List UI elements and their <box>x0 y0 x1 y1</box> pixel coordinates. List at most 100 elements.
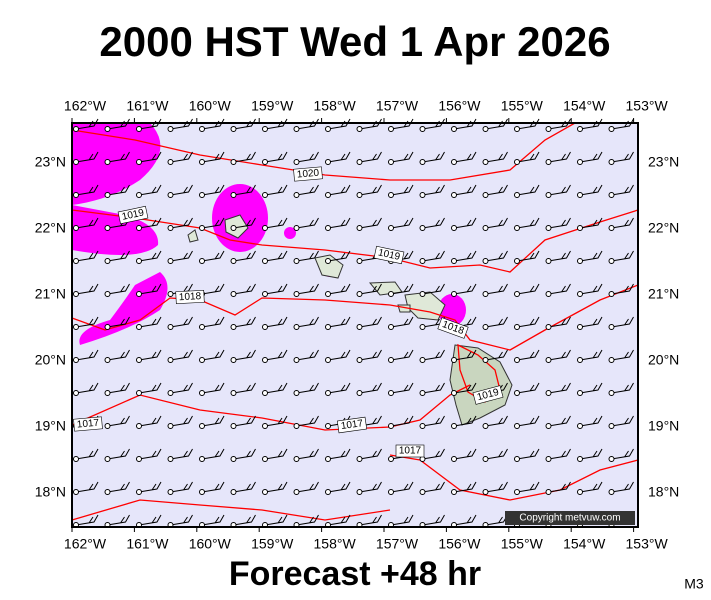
wind-barb <box>199 151 225 165</box>
barb-shaft <box>138 514 162 526</box>
wind-barb <box>608 316 634 330</box>
barb-station <box>262 258 268 264</box>
wind-barb <box>262 382 288 396</box>
barb-station <box>356 192 363 198</box>
isobar-label-box <box>175 289 205 305</box>
barb-shaft <box>485 481 508 493</box>
barb-station <box>230 423 237 429</box>
wind-barb <box>325 217 351 231</box>
barb-station <box>419 390 426 396</box>
wind-barb <box>325 184 351 198</box>
barb-station <box>199 423 205 429</box>
barb-station <box>293 324 300 330</box>
isobar-label-box <box>117 205 149 225</box>
barb-shaft <box>548 184 571 196</box>
barb-station <box>262 126 268 132</box>
barb-station <box>545 357 552 363</box>
barb-shaft <box>516 415 540 427</box>
barb-station <box>514 291 520 297</box>
barb-shaft <box>548 349 571 361</box>
wind-barb <box>104 316 130 330</box>
barb-station <box>388 390 394 396</box>
wind-barb <box>482 349 508 363</box>
barb-shaft <box>579 316 603 328</box>
wind-barb <box>356 118 382 132</box>
barb-shaft <box>390 514 414 526</box>
barb-shaft <box>170 514 193 526</box>
barb-shaft <box>233 316 256 328</box>
barb-shaft <box>548 217 571 229</box>
barb-shaft <box>579 217 603 229</box>
lon-label: 154°W <box>563 536 606 552</box>
barb-shaft <box>611 382 634 394</box>
isobar-label-text: 1019 <box>121 207 145 222</box>
wind-barb <box>482 481 508 495</box>
barb-station <box>451 390 457 396</box>
barb-shaft <box>296 349 319 361</box>
barb-station <box>293 291 300 297</box>
barb-station <box>73 324 79 330</box>
barb-shaft <box>75 382 99 394</box>
wind-barb <box>199 217 225 231</box>
wind-barb <box>388 316 414 330</box>
barb-shaft <box>264 151 288 163</box>
barb-station <box>136 192 142 198</box>
wind-barb <box>514 283 540 297</box>
barb-station <box>230 192 237 198</box>
barb-station <box>514 489 520 495</box>
barb-station <box>451 225 457 231</box>
wind-barb <box>356 448 382 462</box>
barb-station <box>356 357 363 363</box>
barb-shaft <box>296 283 319 295</box>
barb-station <box>293 225 300 231</box>
isobar-label-text: 1019 <box>377 247 401 262</box>
barb-station <box>451 489 457 495</box>
barb-station <box>608 225 615 231</box>
barb-shaft <box>201 514 225 526</box>
barb-shaft <box>516 481 540 493</box>
barb-shaft <box>201 382 225 394</box>
wind-barb <box>262 283 288 297</box>
wind-barb <box>199 250 225 264</box>
wind-barb <box>293 349 319 363</box>
lon-label: 156°W <box>438 536 481 552</box>
barb-station <box>545 225 552 231</box>
barb-shaft <box>548 382 571 394</box>
wind-barb <box>608 448 634 462</box>
barb-station <box>577 225 583 231</box>
barb-shaft <box>485 448 508 460</box>
wind-barb <box>545 415 571 429</box>
wind-barb <box>608 481 634 495</box>
barb-station <box>388 489 394 495</box>
wind-barb <box>293 250 319 264</box>
barb-station <box>608 192 615 198</box>
barb-shaft <box>201 415 225 427</box>
barb-shaft <box>107 448 130 460</box>
barb-shaft <box>516 184 540 196</box>
wind-barb <box>199 481 225 495</box>
wind-barb <box>104 448 130 462</box>
wind-barb <box>514 382 540 396</box>
wind-barb <box>577 382 603 396</box>
wind-barb <box>608 349 634 363</box>
barb-station <box>388 225 394 231</box>
barb-station <box>104 192 111 198</box>
barb-station <box>419 357 426 363</box>
barb-shaft <box>233 382 256 394</box>
barb-shaft <box>75 151 99 163</box>
wind-barb <box>293 151 319 165</box>
barb-shaft <box>296 151 319 163</box>
barb-shaft <box>548 481 571 493</box>
lat-label: 19°N <box>648 418 679 434</box>
islands <box>187 214 513 426</box>
wind-barb <box>482 316 508 330</box>
model-code: M3 <box>684 576 704 592</box>
wind-barb <box>356 349 382 363</box>
barb-station <box>136 126 142 132</box>
barb-station <box>230 324 237 330</box>
barb-shaft <box>516 448 540 460</box>
wind-barb <box>356 283 382 297</box>
wind-barb <box>73 184 99 198</box>
barb-shaft <box>390 382 414 394</box>
barb-station <box>419 225 426 231</box>
